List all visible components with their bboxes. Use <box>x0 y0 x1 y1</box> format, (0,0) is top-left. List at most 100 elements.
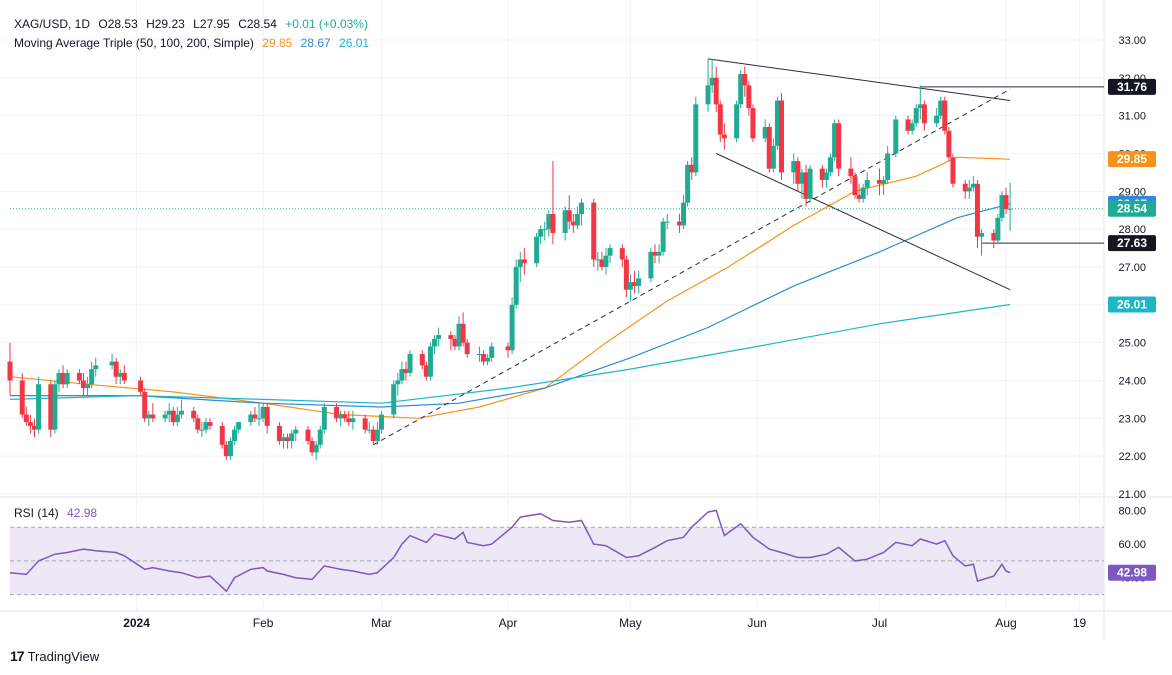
candle-body <box>146 414 152 419</box>
candle-body <box>566 210 572 222</box>
candle-body <box>909 123 915 131</box>
price-tick-label: 22.00 <box>1118 451 1146 463</box>
candle-body <box>864 179 870 188</box>
trendline <box>373 88 1011 446</box>
candle-body <box>256 418 262 420</box>
candle-body <box>709 77 715 86</box>
candle-body <box>419 354 425 366</box>
candle-body <box>407 354 413 373</box>
candle-body <box>436 335 442 339</box>
tradingview-icon: 17 <box>10 648 25 664</box>
candle-body <box>550 214 556 233</box>
candle-body <box>64 372 70 385</box>
candle-body <box>374 429 380 442</box>
candle-body <box>607 248 613 256</box>
price-tick-label: 21.00 <box>1118 489 1146 501</box>
symbol-header: XAG/USD, 1D O28.53 H29.23 L27.95 C28.54 … <box>14 17 373 31</box>
candle-body <box>509 304 515 351</box>
candle-body <box>721 134 727 139</box>
rsi-line <box>9 509 1011 593</box>
candle-body <box>648 251 654 279</box>
candle-body <box>138 380 144 392</box>
candle-body <box>538 229 544 237</box>
rsi-label[interactable]: RSI (14) <box>14 506 59 520</box>
price-tag-text: 29.85 <box>1117 152 1147 166</box>
candle-body <box>803 172 809 199</box>
candle-body <box>174 414 180 423</box>
candle-body <box>85 384 91 389</box>
candle-body <box>995 217 1001 241</box>
candle-body <box>885 153 891 180</box>
close-value: C28.54 <box>238 17 277 31</box>
candle-body <box>599 259 605 267</box>
candle-body <box>595 259 601 261</box>
candle-body <box>742 74 748 86</box>
candle-body <box>836 123 842 169</box>
candle-body <box>89 369 95 385</box>
candle-body <box>913 108 919 124</box>
candle-body <box>56 372 62 385</box>
tradingview-wordmark: TradingView <box>27 648 100 664</box>
candle-body <box>676 221 682 226</box>
candle-body <box>762 127 768 139</box>
rsi-header: RSI (14) 42.98 <box>14 506 102 520</box>
tradingview-logo[interactable]: 17 TradingView <box>10 648 99 664</box>
candle-body <box>828 157 833 173</box>
candle-body <box>285 437 291 442</box>
candle-body <box>223 444 229 457</box>
candle-body <box>60 372 66 385</box>
candle-body <box>452 338 458 347</box>
candle-body <box>456 323 462 347</box>
candle-body <box>448 335 454 339</box>
change-value: +0.01 (+0.03%) <box>285 17 368 31</box>
rsi-band <box>10 526 1104 596</box>
candle-body <box>370 429 376 442</box>
price-tick-label: 28.00 <box>1118 224 1146 236</box>
candle-body <box>623 259 629 290</box>
time-tick-label: Mar <box>371 616 392 630</box>
candle-body <box>236 422 242 430</box>
candle-body <box>170 410 176 423</box>
price-tick-label: 23.00 <box>1118 413 1146 425</box>
candle-body <box>860 187 866 199</box>
candle-body <box>656 251 662 256</box>
candle-body <box>534 236 540 264</box>
candle-body <box>391 384 397 415</box>
candle-body <box>476 354 482 356</box>
candle-body <box>652 251 658 256</box>
candle-body <box>893 119 899 154</box>
candle-body <box>999 195 1005 218</box>
candle-body <box>966 187 972 192</box>
candle-body <box>574 214 580 226</box>
price-tick-label: 29.00 <box>1118 186 1146 198</box>
candle-body <box>52 384 58 430</box>
candle-body <box>252 414 258 419</box>
candle-body <box>142 391 148 419</box>
candle-body <box>7 361 13 381</box>
candle-body <box>378 414 384 430</box>
symbol-label[interactable]: XAG/USD, 1D <box>14 17 91 31</box>
candle-body <box>362 418 368 430</box>
candle-body <box>705 85 711 105</box>
candle-body <box>738 74 744 105</box>
candle-body <box>799 172 805 184</box>
price-tick-label: 24.00 <box>1118 376 1146 388</box>
candle-body <box>23 414 29 423</box>
candle-body <box>819 168 825 180</box>
rsi-tick-label: 80.00 <box>1118 505 1146 517</box>
candle-body <box>562 210 568 233</box>
price-tick-label: 33.00 <box>1118 35 1146 47</box>
candle-body <box>513 267 519 305</box>
ma50-value: 29.85 <box>262 36 293 50</box>
trendline <box>707 58 1011 102</box>
candle-body <box>150 414 156 419</box>
ma-header: Moving Average Triple (50, 100, 200, Sim… <box>14 36 374 50</box>
ma-title[interactable]: Moving Average Triple (50, 100, 200, Sim… <box>14 36 254 50</box>
candle-body <box>313 444 319 453</box>
candle-body <box>734 104 740 139</box>
candle-body <box>403 369 409 373</box>
low-value: L27.95 <box>193 17 230 31</box>
candle-body <box>481 354 487 362</box>
candle-body <box>293 429 299 434</box>
candle-body <box>264 406 270 426</box>
